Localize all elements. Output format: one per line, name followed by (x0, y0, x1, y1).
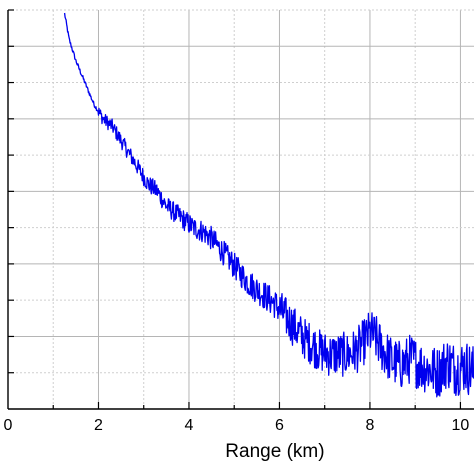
x-tick-label: 8 (365, 417, 374, 434)
x-tick-label: 6 (275, 417, 284, 434)
series-layer (63, 12, 474, 398)
x-axis-title: Range (km) (225, 441, 324, 462)
series-line (63, 12, 474, 398)
axis-ticks (8, 9, 462, 409)
x-tick-label: 10 (452, 417, 470, 434)
x-tick-label: 0 (4, 417, 13, 434)
x-tick-label: 2 (94, 417, 103, 434)
x-tick-label: 4 (185, 417, 194, 434)
plot-axes (7, 10, 474, 410)
grid-lines (8, 9, 474, 409)
x-tick-labels: 0 2 4 6 8 10 (4, 417, 470, 434)
